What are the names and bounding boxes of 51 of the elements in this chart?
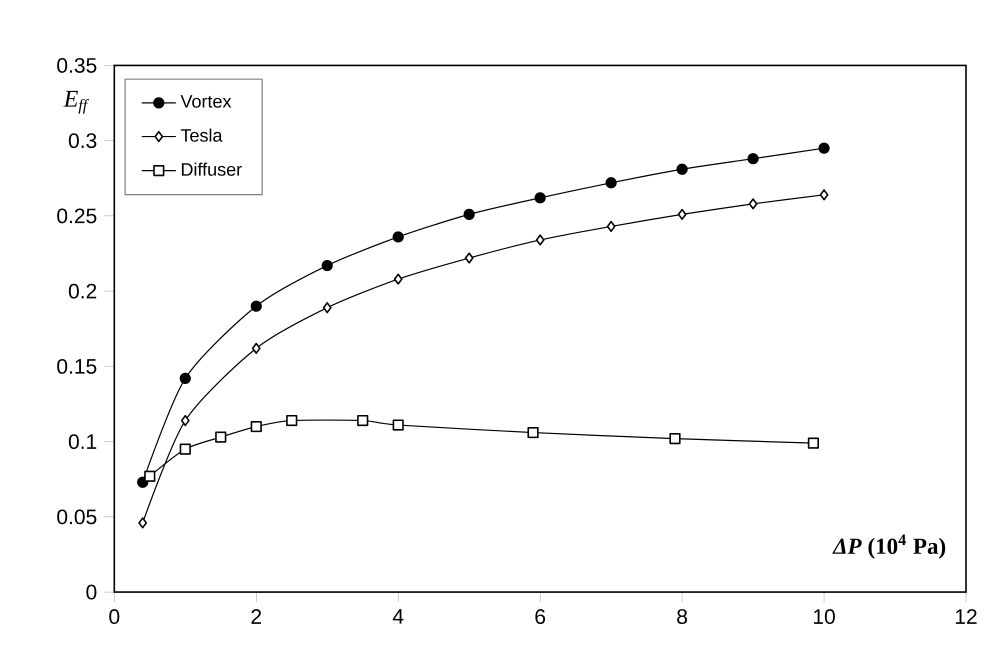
- point: [180, 414, 190, 426]
- legend-label: Vortex: [180, 95, 232, 108]
- point: [820, 189, 828, 200]
- x-tick-label: 4: [392, 609, 404, 624]
- point: [322, 302, 332, 314]
- point: [286, 414, 298, 426]
- point: [250, 300, 262, 312]
- y-tick-label: 0.3: [68, 133, 96, 148]
- point: [464, 252, 474, 264]
- point: [534, 192, 546, 204]
- x-tick-label: 12: [956, 609, 977, 624]
- y-tick-label: 0: [86, 584, 96, 600]
- point: [464, 208, 475, 220]
- point: [357, 414, 368, 426]
- point: [250, 420, 262, 432]
- point: [144, 470, 156, 482]
- y-axis-title: E$_{ff}$: [63, 90, 90, 114]
- x-tick-label: 2: [251, 609, 262, 624]
- point: [676, 164, 688, 175]
- point: [678, 208, 686, 220]
- legend-label: Tesla: [180, 128, 222, 142]
- point: [138, 517, 148, 528]
- legend-label: Diffuser: [182, 162, 242, 176]
- y-tick-label: 0.25: [57, 208, 96, 224]
- point: [606, 220, 616, 232]
- point: [252, 342, 261, 354]
- x-tick-label: 6: [535, 609, 546, 624]
- x-tick-label: 0: [109, 609, 120, 624]
- point: [180, 444, 191, 455]
- x-axis-title: ΔP (10$^{4}$ Pa): [832, 534, 946, 559]
- x-tick-label: 8: [677, 609, 688, 624]
- point: [669, 433, 681, 444]
- point: [808, 438, 820, 449]
- y-tick-label: 0.35: [57, 58, 96, 73]
- point: [322, 260, 333, 272]
- x-tick-label: 10: [814, 609, 835, 624]
- point: [392, 419, 404, 431]
- point: [527, 426, 539, 438]
- point: [606, 177, 617, 188]
- point: [392, 231, 404, 243]
- point: [747, 153, 759, 164]
- point: [748, 198, 758, 210]
- y-tick-label: 0.15: [57, 358, 96, 374]
- point: [180, 372, 191, 384]
- y-tick-label: 0.1: [68, 434, 96, 450]
- point: [215, 431, 226, 443]
- y-tick-label: 0.05: [57, 509, 96, 524]
- point: [818, 142, 830, 154]
- point: [536, 234, 545, 246]
- y-tick-label: 0.2: [68, 284, 96, 299]
- point: [394, 273, 403, 285]
